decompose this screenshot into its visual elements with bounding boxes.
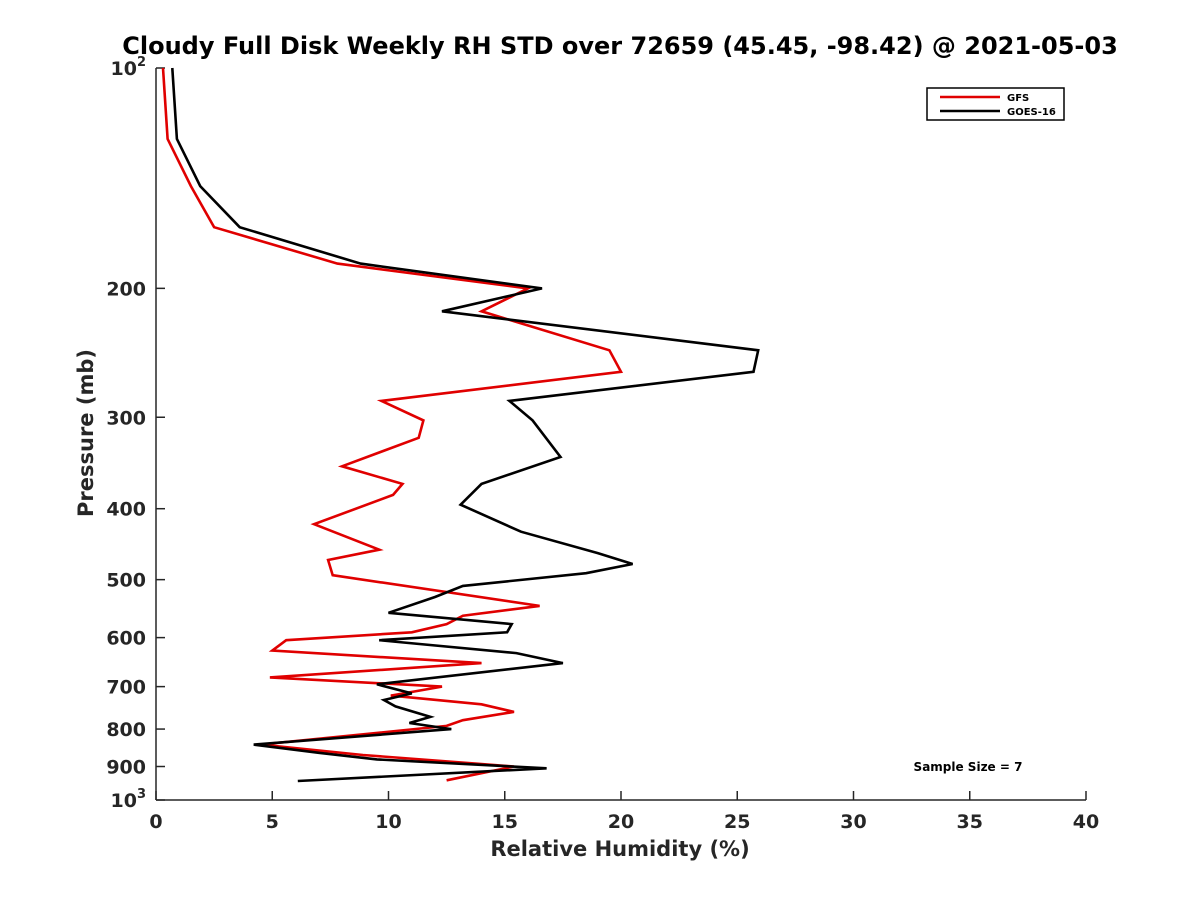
y-tick-label: 500 [106, 570, 146, 592]
sample-size-annotation: Sample Size = 7 [914, 760, 1023, 774]
legend-box [926, 87, 1065, 121]
x-tick-label: 15 [492, 811, 518, 833]
series-line-gfs [161, 67, 624, 782]
y-tick-label: 102 [111, 55, 147, 80]
y-tick-label: 800 [106, 719, 146, 741]
y-tick-label: 700 [106, 677, 146, 699]
plot-area [155, 68, 1086, 801]
x-tick-label: 40 [1073, 811, 1099, 833]
x-tick-label: 0 [149, 811, 162, 833]
y-tick-label: 300 [106, 407, 146, 429]
legend-label-gfs: GFS [1007, 93, 1029, 104]
x-tick-label: 25 [724, 811, 750, 833]
x-tick-label: 5 [266, 811, 279, 833]
x-axis-ticks: 0 5 10 15 20 25 30 35 40 [149, 791, 1099, 833]
y-axis-label: Pressure (mb) [74, 349, 98, 517]
x-tick-label: 35 [957, 811, 983, 833]
legend-label-goes16: GOES-16 [1007, 107, 1056, 118]
y-tick-label: 200 [106, 278, 146, 300]
y-tick-label: 600 [106, 628, 146, 650]
series-line-goes-16 [171, 67, 760, 783]
y-axis-ticks: 102 200 300 400 500 600 700 800 900 103 [106, 55, 165, 812]
x-tick-label: 20 [608, 811, 634, 833]
x-axis-label: Relative Humidity (%) [490, 837, 749, 861]
legend: GFS GOES-16 [926, 87, 1065, 121]
y-tick-label: 400 [106, 499, 146, 521]
y-tick-label: 900 [106, 757, 146, 779]
series-lines [161, 67, 760, 783]
x-tick-label: 10 [375, 811, 401, 833]
y-tick-label: 103 [111, 787, 147, 812]
chart-title: Cloudy Full Disk Weekly RH STD over 7265… [122, 32, 1118, 60]
x-tick-label: 30 [840, 811, 866, 833]
